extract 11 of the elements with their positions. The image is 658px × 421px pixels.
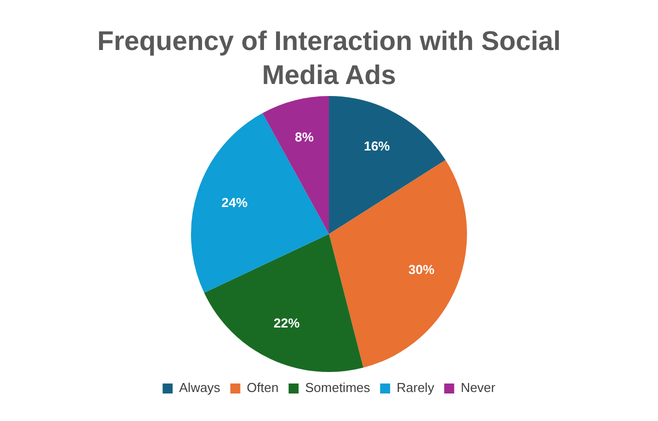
data-label: 24% — [221, 194, 248, 210]
legend-label: Rarely — [396, 380, 435, 396]
data-label: 30% — [408, 262, 435, 278]
data-label: 8% — [294, 129, 314, 144]
legend-label: Never — [460, 380, 496, 396]
data-label: 22% — [274, 315, 300, 330]
legend-label: Always — [179, 380, 221, 396]
legend-label: Sometimes — [305, 380, 371, 396]
legend-label: Often — [246, 380, 279, 396]
chart-title: Frequency of Interaction with Social Media Ads — [96, 25, 562, 92]
data-label: 16% — [364, 138, 390, 154]
